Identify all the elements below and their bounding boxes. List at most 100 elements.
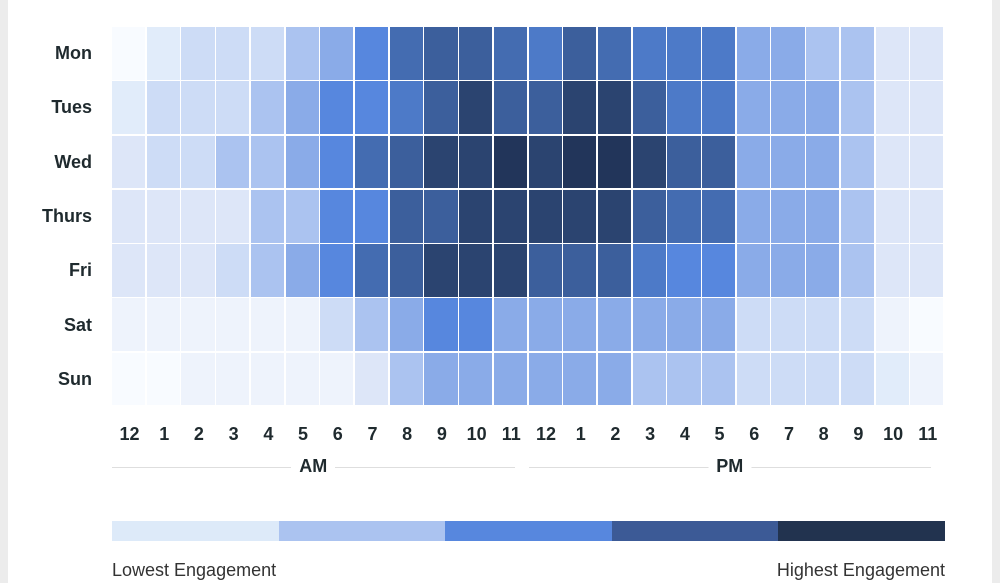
heatmap-cell	[563, 135, 597, 189]
heatmap-cell	[424, 27, 458, 80]
heatmap-cell	[806, 244, 840, 297]
heatmap-cell	[389, 27, 423, 80]
heatmap-cell	[632, 298, 666, 352]
heatmap-cell	[806, 27, 840, 80]
heatmap-cell	[250, 298, 285, 352]
heatmap-cell	[771, 81, 805, 135]
hour-label: 11	[501, 424, 521, 444]
heatmap-cell	[285, 81, 319, 135]
heatmap-cell	[875, 298, 909, 352]
legend-high-label: Highest Engagement	[776, 560, 945, 580]
heatmap-cell	[250, 352, 285, 406]
heatmap-cell	[702, 189, 736, 243]
left-border	[0, 0, 8, 583]
heatmap-cell	[840, 189, 875, 243]
heatmap-cell	[597, 81, 632, 135]
heatmap-cell	[771, 135, 805, 189]
row-label: Fri	[68, 260, 92, 281]
heatmap-cell	[146, 135, 180, 189]
heatmap-cell	[146, 27, 180, 80]
heatmap-cell	[459, 189, 493, 243]
heatmap-cell	[424, 298, 458, 352]
heatmap-cell	[389, 189, 423, 243]
heatmap-cell	[389, 352, 423, 406]
heatmap-cell	[875, 189, 909, 243]
legend-swatch	[778, 521, 945, 541]
row-label: Thurs	[41, 206, 92, 226]
hour-label: 3	[228, 424, 239, 444]
heatmap-cell	[667, 352, 701, 406]
heatmap-cell	[285, 189, 319, 243]
heatmap-cell	[216, 244, 250, 297]
legend-swatch	[611, 521, 779, 541]
heatmap-cell	[632, 244, 666, 297]
period-group: AM	[112, 456, 515, 478]
heatmap-cell	[632, 81, 666, 135]
hour-label: 2	[193, 424, 204, 444]
heatmap-cell	[216, 298, 250, 352]
heatmap-cell	[667, 81, 701, 135]
heatmap-cell	[181, 352, 215, 406]
hour-label: 8	[402, 424, 413, 444]
row-label: Sat	[63, 314, 92, 335]
period-label: PM	[708, 456, 752, 477]
heatmap-cell	[389, 244, 423, 297]
heatmap-cell	[389, 135, 423, 189]
heatmap-cell	[112, 27, 146, 80]
heatmap-cell	[493, 298, 527, 352]
heatmap-cell	[528, 81, 562, 135]
heatmap-cell	[910, 298, 944, 352]
heatmap-cell	[806, 298, 840, 352]
heatmap-cell	[112, 298, 146, 352]
heatmap-cell	[181, 298, 215, 352]
heatmap-cell	[736, 81, 770, 135]
hour-label: 12	[119, 424, 140, 444]
heatmap-cell	[736, 298, 770, 352]
hour-label: 7	[783, 424, 794, 444]
period-label: AM	[291, 456, 336, 477]
heatmap-cell	[840, 135, 875, 189]
hour-label: 4	[263, 424, 274, 444]
heatmap-cell	[667, 298, 701, 352]
hour-label: 1	[159, 424, 170, 444]
heatmap-cell	[320, 27, 354, 80]
heatmap-cell	[597, 352, 632, 406]
hour-label: 6	[332, 424, 343, 444]
heatmap-cell	[424, 189, 458, 243]
heatmap-cell	[563, 352, 597, 406]
heatmap-cell	[702, 352, 736, 406]
heatmap-cell	[112, 81, 146, 135]
heatmap-cell	[702, 27, 736, 80]
heatmap-cell	[320, 352, 354, 406]
heatmap-cell	[493, 81, 527, 135]
heatmap-cell	[250, 244, 285, 297]
heatmap-cell	[424, 135, 458, 189]
heatmap-cell	[632, 189, 666, 243]
heatmap-cell	[493, 244, 527, 297]
heatmap-cell	[354, 27, 389, 80]
hour-label: 2	[610, 424, 621, 444]
heatmap-cell	[667, 244, 701, 297]
right-border	[992, 0, 1000, 583]
heatmap-cell	[181, 135, 215, 189]
heatmap-cell	[320, 244, 354, 297]
heatmap-cell	[597, 27, 632, 80]
heatmap-cell	[285, 244, 319, 297]
heatmap-cell	[528, 189, 562, 243]
heatmap-cell	[632, 135, 666, 189]
heatmap-cell	[320, 81, 354, 135]
heatmap-cell	[112, 189, 146, 243]
hour-label: 10	[466, 424, 487, 444]
hour-label: 1	[575, 424, 586, 444]
heatmap-cell	[806, 81, 840, 135]
heatmap-cell	[528, 27, 562, 80]
heatmap-cell	[667, 135, 701, 189]
heatmap-cell	[250, 189, 285, 243]
heatmap-cell	[320, 135, 354, 189]
heatmap-cell	[875, 352, 909, 406]
heatmap-cell	[702, 298, 736, 352]
heatmap-cell	[597, 189, 632, 243]
hour-label: 7	[367, 424, 378, 444]
heatmap-cell	[771, 189, 805, 243]
heatmap-cell	[493, 27, 527, 80]
